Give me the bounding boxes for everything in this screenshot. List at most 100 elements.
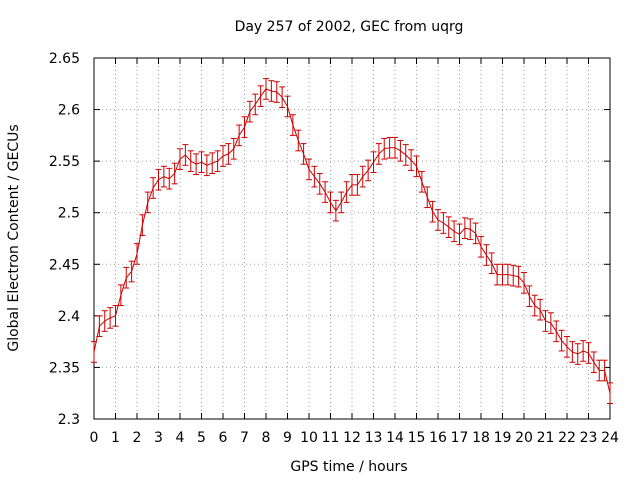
error-bar-point: [445, 216, 452, 238]
axis-ticks: 0 1 2 3 4 5 6 7 8 9 10 11 12 13 14 15 16 17 18 19 20 21 22 23 24…: [49, 51, 619, 446]
error-bar-point: [375, 143, 382, 165]
error-bar-point: [349, 174, 355, 196]
error-bar-point: [526, 285, 533, 308]
error-bar-point: [354, 174, 361, 196]
error-bar-point: [96, 315, 103, 337]
error-bar-point: [203, 154, 210, 177]
error-bar-point: [521, 272, 527, 294]
error-bar-point: [117, 284, 124, 307]
error-bar-point: [252, 93, 259, 116]
y-tick-label: 2.6: [58, 103, 80, 119]
error-bar-point: [155, 168, 162, 191]
x-tick-label: 21: [537, 430, 555, 446]
x-tick-label: 19: [494, 430, 512, 446]
error-bar-point: [144, 191, 151, 214]
x-tick-label: 13: [365, 430, 383, 446]
x-tick-label: 2: [133, 430, 142, 446]
y-tick-label: 2.5: [58, 206, 80, 222]
error-bar-point: [365, 159, 372, 182]
error-bar-point: [515, 265, 522, 288]
error-bar-point: [537, 298, 544, 321]
x-tick-label: 12: [343, 430, 361, 446]
error-bar-point: [386, 136, 393, 159]
error-bar-point: [107, 307, 114, 329]
error-bar-point: [424, 186, 431, 209]
x-tick-label: 20: [515, 430, 533, 446]
error-bar-point: [370, 151, 377, 173]
x-tick-label: 18: [472, 430, 490, 446]
error-bar-point: [289, 114, 296, 136]
error-bar-point: [408, 149, 415, 171]
y-tick-label: 2.65: [49, 51, 80, 67]
chart-title: Day 257 of 2002, GEC from uqrg: [235, 19, 464, 35]
y-tick-label: 2.35: [49, 360, 80, 376]
error-bar-point: [397, 140, 404, 162]
error-bar-point: [488, 252, 495, 275]
error-bar-point: [451, 220, 458, 243]
x-tick-label: 14: [386, 430, 404, 446]
data-series: [91, 78, 613, 405]
error-bar-point: [112, 305, 119, 327]
y-tick-label: 2.45: [49, 257, 80, 273]
x-tick-label: 8: [262, 430, 271, 446]
error-bar-point: [209, 152, 216, 175]
error-bar-point: [134, 243, 140, 265]
error-bar-point: [558, 329, 565, 352]
error-bar-point: [187, 150, 194, 172]
error-bar-point: [166, 167, 173, 190]
y-tick-label: 2.55: [49, 154, 80, 170]
error-bar-point: [263, 78, 269, 100]
error-bar-point: [268, 80, 275, 102]
error-bar-point: [311, 165, 318, 188]
x-tick-label: 9: [283, 430, 292, 446]
error-bar-point: [214, 150, 221, 172]
error-bar-point: [150, 177, 157, 199]
x-tick-label: 7: [240, 430, 249, 446]
y-tick-label: 2.4: [58, 309, 80, 325]
x-tick-label: 5: [197, 430, 206, 446]
error-bar-point: [381, 137, 388, 160]
error-bar-point: [547, 312, 554, 334]
error-bar-point: [225, 143, 232, 165]
error-bar-point: [220, 145, 226, 167]
y-tick-label: 2.3: [58, 412, 80, 428]
error-bar-point: [295, 129, 302, 152]
error-bar-point: [564, 335, 570, 358]
error-bar-point: [413, 155, 420, 178]
y-axis-label: Global Electron Content / GECUs: [6, 124, 22, 351]
error-bar-point: [418, 170, 425, 193]
error-bar-point: [322, 181, 329, 203]
x-tick-label: 4: [176, 430, 185, 446]
x-tick-label: 10: [300, 430, 318, 446]
error-bar-point: [402, 144, 409, 166]
x-tick-label: 3: [154, 430, 163, 446]
error-bar-point: [193, 153, 200, 176]
x-tick-label: 17: [451, 430, 469, 446]
x-axis-label: GPS time / hours: [290, 459, 407, 475]
error-bar-point: [171, 162, 178, 185]
error-bar-point: [300, 143, 307, 165]
error-bar-point: [478, 235, 484, 258]
error-bar-point: [257, 85, 264, 107]
x-tick-label: 15: [408, 430, 426, 446]
x-tick-label: 24: [601, 430, 619, 446]
error-bar-point: [177, 148, 183, 170]
error-bar-point: [429, 200, 436, 223]
error-bar-point: [461, 217, 468, 239]
x-tick-label: 23: [580, 430, 598, 446]
error-bar-point: [343, 181, 350, 203]
x-tick-label: 16: [429, 430, 447, 446]
error-bar-point: [456, 223, 463, 246]
x-tick-label: 6: [219, 430, 228, 446]
error-bar-point: [273, 81, 280, 103]
error-bar-point: [607, 382, 613, 405]
error-bar-point: [504, 263, 511, 286]
error-bar-point: [499, 263, 506, 286]
error-bar-point: [531, 294, 538, 317]
error-bar-point: [601, 359, 608, 382]
error-bar-point: [580, 340, 587, 362]
x-tick-label: 11: [322, 430, 340, 446]
error-bar-point: [596, 359, 603, 382]
x-tick-label: 1: [111, 430, 120, 446]
